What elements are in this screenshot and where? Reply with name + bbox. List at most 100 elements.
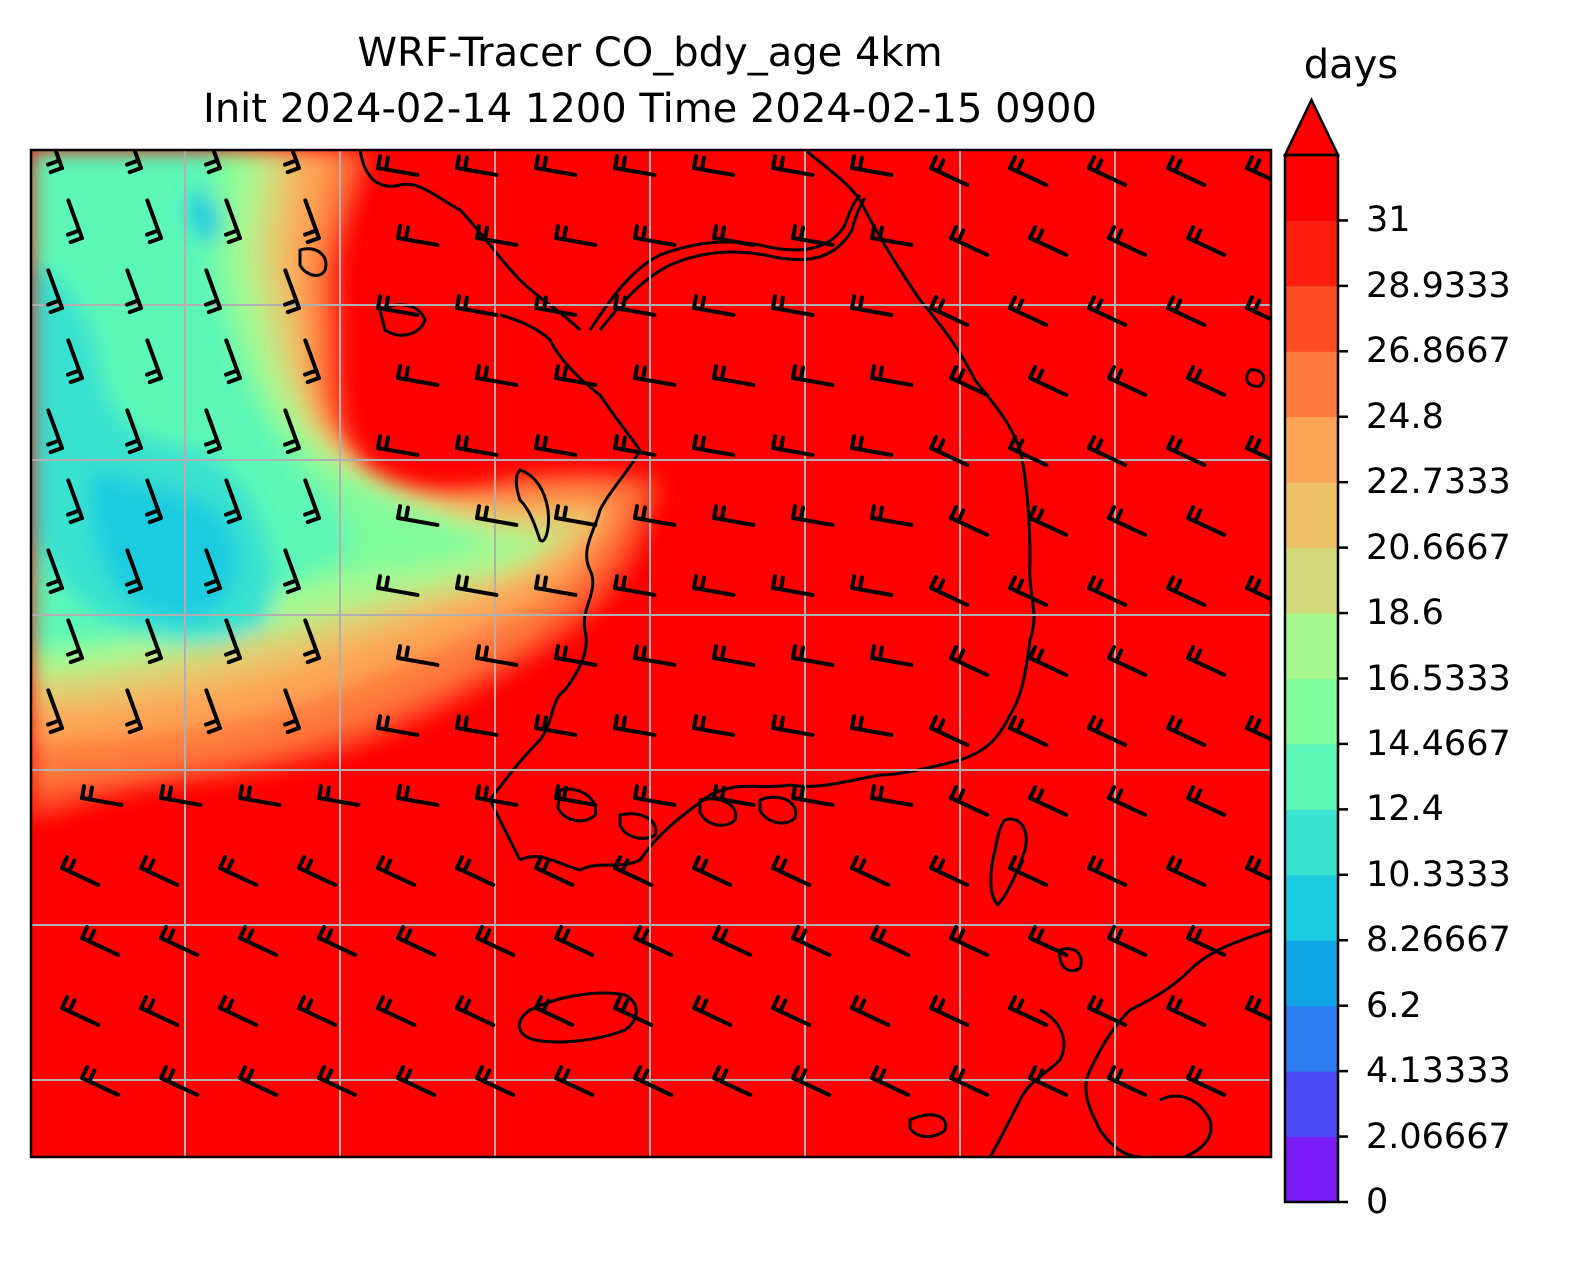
wind-barb (554, 644, 598, 667)
wind-barb (159, 784, 203, 807)
wind-barb (1245, 155, 1271, 182)
wind-barb (455, 294, 499, 317)
colorbar-segment (1285, 809, 1338, 876)
wind-barb (376, 434, 420, 457)
wind-barb (302, 478, 321, 525)
wind-barb (613, 574, 657, 597)
wind-barb (396, 364, 440, 387)
wind-barb (1245, 575, 1271, 602)
wind-barb (223, 338, 242, 385)
wind-barb (791, 784, 835, 807)
wind-barb (203, 688, 222, 735)
wind-barb (692, 294, 736, 317)
wind-barb (144, 478, 163, 525)
wind-barb (124, 408, 143, 455)
wind-barb (376, 294, 420, 317)
colorbar-segment (1285, 482, 1338, 549)
wind-barb (376, 995, 417, 1027)
wind-barb (870, 1065, 911, 1097)
wind-barb (302, 618, 321, 665)
wind-barb (534, 574, 578, 597)
korea-coastline-east (804, 150, 1036, 777)
wind-barb (455, 995, 496, 1027)
wind-barb (282, 688, 301, 735)
wind-barb (1186, 645, 1227, 677)
wind-barb (534, 855, 575, 887)
wind-barb (203, 548, 222, 595)
wind-barb (1087, 435, 1128, 467)
wind-barb (949, 505, 990, 537)
tracer-age-field (31, 150, 660, 820)
wind-barb (1008, 155, 1049, 187)
wind-barb (554, 224, 598, 247)
wind-barb (1186, 785, 1227, 817)
wind-barb (712, 224, 756, 247)
wind-barb (65, 338, 84, 385)
colorbar-segment (1285, 940, 1338, 1007)
wind-barb (1166, 995, 1207, 1027)
wind-barb (949, 645, 990, 677)
wind-barb (712, 504, 756, 527)
wind-barb (282, 408, 301, 455)
wind-barb (139, 855, 180, 887)
wind-barb (1186, 1065, 1227, 1097)
wind-barb (791, 925, 832, 957)
wind-barb (929, 855, 970, 887)
wind-barb (771, 294, 815, 317)
wind-barb (455, 574, 499, 597)
wind-barb (396, 925, 437, 957)
wind-barb (1008, 995, 1049, 1027)
wind-barb (870, 224, 914, 247)
wind-barb (1087, 855, 1128, 887)
wind-barb (1008, 575, 1049, 607)
wind-barb (850, 855, 891, 887)
colorbar-segment (1285, 416, 1338, 483)
wind-barb (1028, 225, 1069, 257)
wind-barb (396, 224, 440, 247)
colorbar-segment (1285, 1136, 1338, 1203)
wind-barb (949, 365, 990, 397)
japan-kyushu-coast (1084, 928, 1271, 1157)
wind-barb (65, 478, 84, 525)
colorbar-segment (1285, 678, 1338, 745)
wind-barb (302, 198, 321, 245)
wind-barb (870, 364, 914, 387)
wind-barb (1028, 925, 1069, 957)
colorbar-tick-label: 28.9333 (1366, 265, 1511, 306)
wind-barb (850, 294, 894, 317)
wind-barb (317, 1065, 358, 1097)
wind-barb (613, 294, 657, 317)
wind-barb (302, 338, 321, 385)
wind-barb (223, 618, 242, 665)
wind-barb (218, 855, 259, 887)
wind-barb (692, 855, 733, 887)
yalu-river-boundary-2 (598, 197, 867, 331)
wind-barb (870, 504, 914, 527)
wind-barb (771, 154, 815, 177)
wind-barb (1008, 715, 1049, 747)
wind-barb (144, 618, 163, 665)
wind-barb (850, 154, 894, 177)
yalu-river-boundary-1 (588, 193, 862, 331)
wind-barb (1087, 575, 1128, 607)
wind-barb (396, 1065, 437, 1097)
colorbar-tick-label: 10.3333 (1366, 854, 1511, 895)
wind-barb (1166, 855, 1207, 887)
wind-barb (203, 408, 222, 455)
korea-west-islands (514, 468, 550, 543)
wind-barb (475, 644, 519, 667)
wind-barb (455, 434, 499, 457)
wind-barb (850, 434, 894, 457)
wind-barb (455, 154, 499, 177)
wind-barb (475, 224, 519, 247)
wind-barb (771, 995, 812, 1027)
wind-barb (692, 574, 736, 597)
wind-barb (45, 150, 64, 175)
wind-barb (223, 478, 242, 525)
tsushima-island (989, 817, 1028, 907)
wind-barb (633, 224, 677, 247)
wind-barb (1008, 435, 1049, 467)
wind-barb (633, 784, 677, 807)
wind-barb (1087, 295, 1128, 327)
